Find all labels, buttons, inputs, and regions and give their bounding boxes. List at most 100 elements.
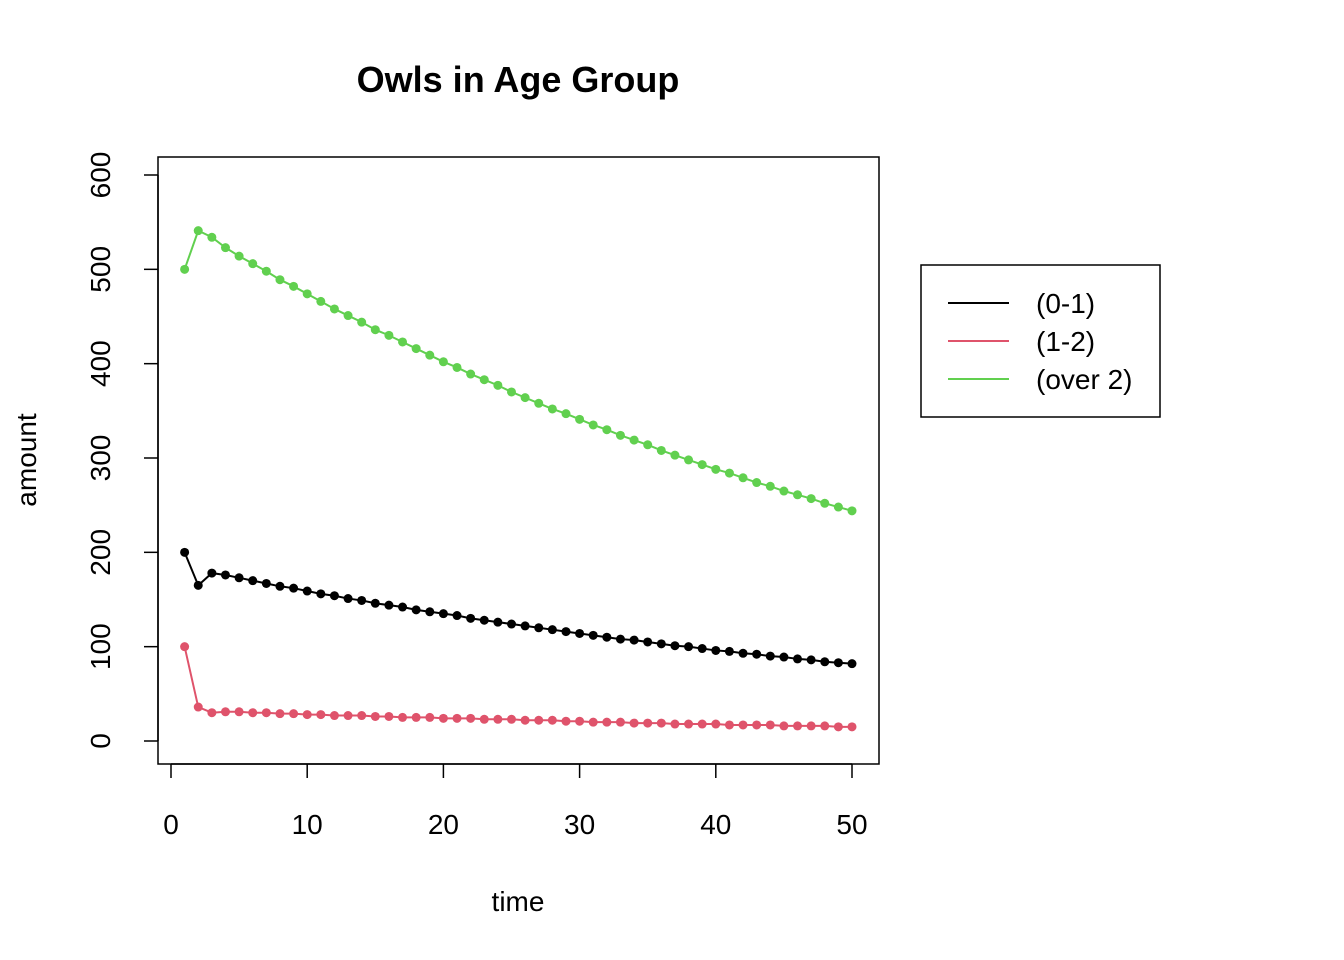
series-1 bbox=[180, 547, 857, 669]
data-point bbox=[479, 714, 489, 724]
data-point bbox=[370, 711, 380, 721]
x-tick-label: 0 bbox=[163, 809, 179, 840]
data-point bbox=[466, 713, 476, 723]
data-point bbox=[847, 722, 857, 732]
data-point bbox=[302, 289, 312, 299]
data-point bbox=[207, 568, 217, 578]
data-point bbox=[493, 380, 503, 390]
data-point bbox=[452, 611, 462, 621]
data-point bbox=[343, 311, 353, 321]
data-point bbox=[180, 642, 190, 652]
data-point bbox=[643, 440, 653, 450]
data-point bbox=[602, 425, 612, 435]
data-point bbox=[575, 716, 585, 726]
series-line bbox=[183, 229, 853, 512]
data-point bbox=[602, 632, 612, 642]
data-point bbox=[793, 721, 803, 731]
data-point bbox=[520, 621, 530, 631]
data-point bbox=[520, 715, 530, 725]
data-point bbox=[248, 259, 258, 269]
data-point bbox=[357, 711, 367, 721]
legend-label: (1-2) bbox=[1036, 326, 1095, 357]
data-point bbox=[547, 404, 557, 414]
x-tick-label: 30 bbox=[564, 809, 595, 840]
data-point bbox=[833, 658, 843, 668]
data-point bbox=[425, 607, 435, 617]
data-point bbox=[411, 344, 421, 354]
data-point bbox=[711, 464, 721, 474]
series-line bbox=[183, 551, 853, 665]
data-point bbox=[180, 264, 190, 274]
data-point bbox=[384, 330, 394, 340]
data-point bbox=[752, 649, 762, 659]
data-point bbox=[329, 711, 339, 721]
data-point bbox=[711, 645, 721, 655]
data-point bbox=[316, 710, 326, 720]
data-point bbox=[738, 720, 748, 730]
data-point bbox=[752, 478, 762, 488]
data-point bbox=[452, 362, 462, 372]
data-point bbox=[248, 708, 258, 718]
data-point bbox=[588, 717, 598, 727]
legend-item: (1-2) bbox=[948, 326, 1095, 357]
data-point bbox=[684, 455, 694, 465]
data-point bbox=[289, 583, 299, 593]
data-point bbox=[724, 720, 734, 730]
data-point bbox=[820, 657, 830, 667]
data-point bbox=[234, 251, 244, 261]
data-point bbox=[275, 275, 285, 285]
data-point bbox=[670, 641, 680, 651]
data-point bbox=[302, 710, 312, 720]
data-point bbox=[261, 708, 271, 718]
data-point bbox=[561, 627, 571, 637]
series-3 bbox=[180, 226, 857, 516]
data-point bbox=[534, 398, 544, 408]
data-point bbox=[438, 357, 448, 367]
data-point bbox=[643, 637, 653, 647]
data-point bbox=[234, 707, 244, 717]
data-point bbox=[765, 651, 775, 661]
data-point bbox=[289, 709, 299, 719]
data-point bbox=[343, 711, 353, 721]
data-point bbox=[656, 718, 666, 728]
y-tick-label: 600 bbox=[85, 152, 116, 199]
data-point bbox=[411, 712, 421, 722]
data-point bbox=[534, 715, 544, 725]
data-point bbox=[275, 581, 285, 591]
data-point bbox=[779, 486, 789, 496]
data-point bbox=[752, 720, 762, 730]
x-axis-label: time bbox=[492, 886, 545, 917]
data-point bbox=[547, 625, 557, 635]
data-point bbox=[329, 591, 339, 601]
data-point bbox=[507, 714, 516, 724]
data-point bbox=[479, 375, 489, 385]
data-point bbox=[370, 325, 380, 335]
data-point bbox=[697, 460, 707, 470]
data-point bbox=[697, 644, 707, 654]
data-point bbox=[575, 628, 585, 638]
data-point bbox=[711, 719, 721, 729]
y-tick-label: 300 bbox=[85, 435, 116, 482]
y-axis-label: amount bbox=[11, 413, 42, 507]
data-point bbox=[847, 506, 857, 516]
data-point bbox=[670, 719, 680, 729]
data-point bbox=[207, 708, 217, 718]
data-point bbox=[329, 304, 339, 314]
data-point bbox=[234, 573, 244, 583]
data-point bbox=[724, 468, 734, 478]
data-point bbox=[806, 494, 816, 504]
data-point bbox=[411, 605, 421, 615]
data-point bbox=[765, 481, 775, 491]
legend: (0-1) (1-2) (over 2) bbox=[920, 264, 1161, 418]
data-point bbox=[507, 619, 516, 629]
data-point bbox=[275, 709, 285, 719]
data-point bbox=[820, 498, 830, 508]
y-axis: 0 100 200 300 400 500 600 bbox=[85, 152, 159, 749]
data-point bbox=[724, 646, 734, 656]
series-layer bbox=[180, 226, 857, 732]
y-tick-label: 400 bbox=[85, 340, 116, 387]
data-point bbox=[806, 721, 816, 731]
data-point bbox=[738, 473, 748, 483]
data-point bbox=[684, 642, 694, 652]
data-point bbox=[398, 712, 408, 722]
